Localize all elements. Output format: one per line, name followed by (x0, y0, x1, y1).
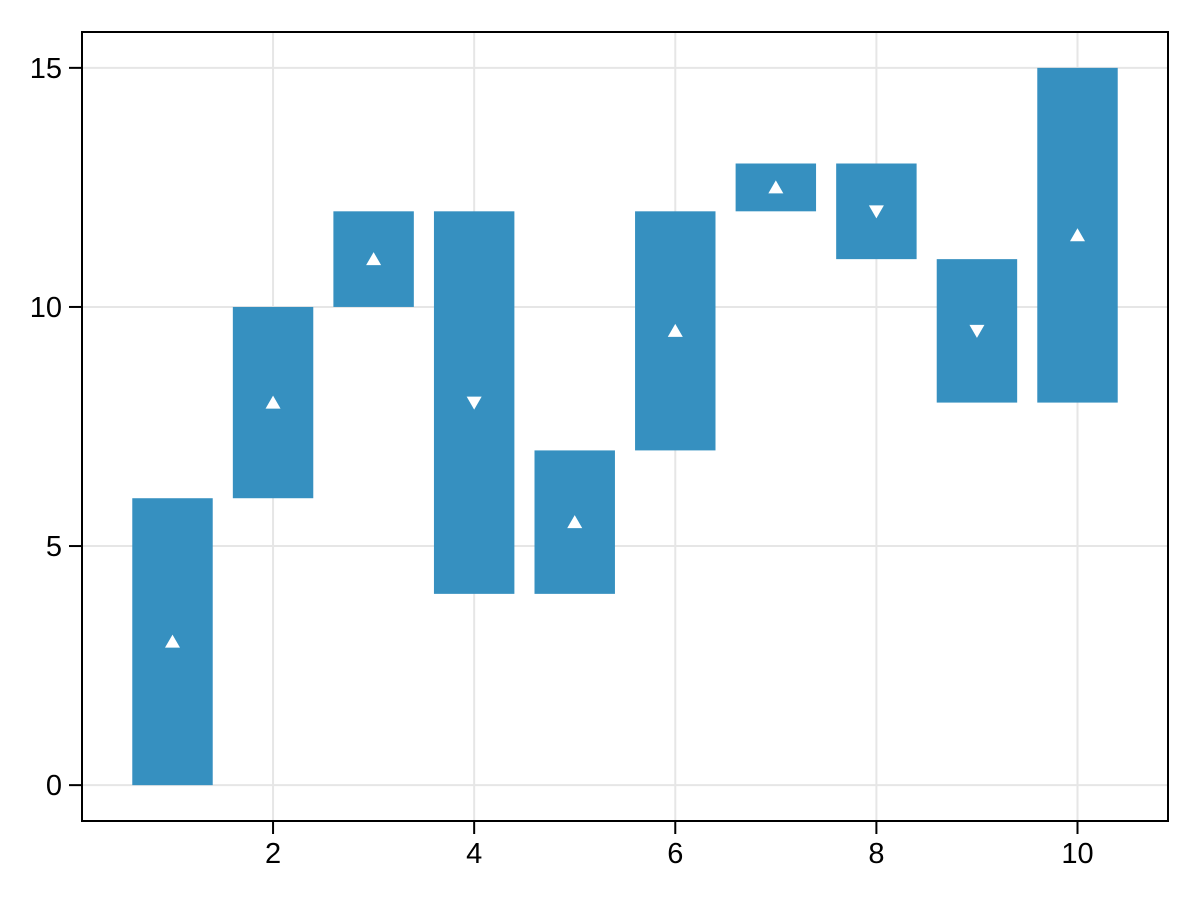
y-tick-label: 15 (30, 53, 62, 85)
y-tick-label: 5 (46, 531, 62, 563)
plot-frame (81, 31, 1169, 822)
triangle-up-marker (366, 252, 382, 266)
x-tick-label: 10 (1061, 838, 1093, 870)
triangle-up-marker (265, 395, 281, 409)
triangle-down-marker (868, 205, 884, 219)
x-tick-label: 4 (466, 838, 482, 870)
x-tick-label: 2 (265, 838, 281, 870)
x-tick-label: 8 (868, 838, 884, 870)
triangle-up-marker (165, 634, 180, 648)
x-tick-label: 6 (667, 838, 683, 870)
y-tick-label: 0 (46, 770, 62, 802)
triangle-down-marker (969, 324, 985, 338)
triangle-down-marker (466, 396, 482, 410)
triangle-up-marker (768, 180, 784, 194)
triangle-up-marker (667, 323, 683, 337)
triangle-up-marker (567, 515, 583, 529)
y-tick-label: 10 (30, 292, 62, 324)
triangle-up-marker (1070, 228, 1085, 242)
